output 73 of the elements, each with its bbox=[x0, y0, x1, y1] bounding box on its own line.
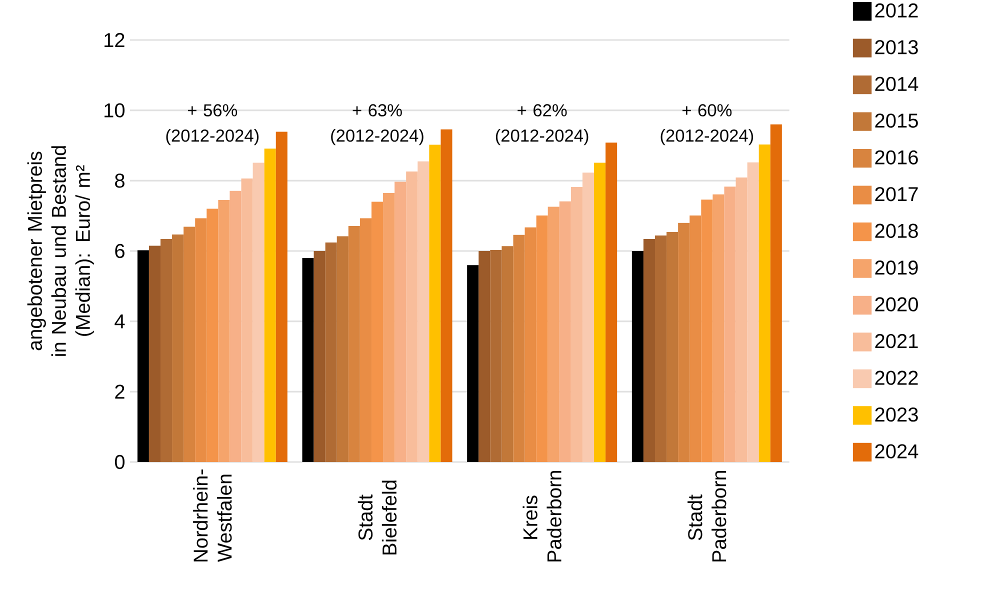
legend-label: 2020 bbox=[875, 297, 918, 312]
legend-label: 2018 bbox=[875, 224, 918, 238]
bar bbox=[490, 250, 502, 462]
x-tick-label: Nordrhein-Westfalen bbox=[193, 470, 232, 562]
x-tick-label: Stadt Paderborn bbox=[688, 470, 726, 562]
bar bbox=[654, 236, 667, 462]
bar bbox=[394, 182, 406, 462]
legend-label: 2024 bbox=[875, 444, 918, 458]
bar bbox=[241, 178, 253, 462]
y-tick-label: 0 bbox=[114, 454, 125, 470]
bar bbox=[594, 162, 606, 462]
bar bbox=[467, 265, 479, 462]
bar bbox=[302, 258, 314, 462]
y-tick-label: 2 bbox=[115, 384, 124, 399]
legend-label: 2012 bbox=[875, 3, 918, 18]
bar bbox=[172, 234, 184, 462]
bar bbox=[348, 226, 360, 462]
bar bbox=[440, 129, 452, 462]
bar bbox=[325, 242, 337, 462]
bar bbox=[770, 124, 782, 462]
y-tick-label: 8 bbox=[115, 174, 124, 188]
bar bbox=[218, 200, 230, 462]
bar bbox=[606, 142, 618, 462]
bar bbox=[758, 144, 770, 462]
bar bbox=[184, 226, 196, 462]
bar bbox=[548, 206, 560, 462]
bar bbox=[252, 162, 264, 462]
y-axis-title: angebotener Mietpreis in Neubau und Bestand (Median): Euro/ m² bbox=[27, 146, 94, 356]
bar bbox=[478, 250, 490, 462]
bar bbox=[137, 250, 149, 462]
bar bbox=[383, 192, 395, 462]
legend-label: 2017 bbox=[875, 187, 918, 202]
bar bbox=[712, 194, 724, 462]
x-tick-label: Stadt Bielefeld bbox=[358, 480, 397, 554]
legend-label: 2021 bbox=[875, 334, 918, 348]
bar bbox=[314, 250, 326, 462]
bar bbox=[418, 161, 430, 462]
y-tick-label: 10 bbox=[104, 103, 125, 118]
bar bbox=[736, 177, 748, 462]
bar bbox=[230, 190, 242, 462]
legend-label: 2013 bbox=[875, 40, 918, 54]
annotation: + 62% (2012-2024) bbox=[496, 104, 588, 146]
legend-label: 2015 bbox=[875, 114, 918, 128]
bar bbox=[406, 172, 418, 462]
bar bbox=[559, 201, 571, 462]
bar bbox=[747, 162, 759, 462]
bar bbox=[570, 186, 582, 462]
legend-label: 2014 bbox=[875, 76, 918, 92]
bar bbox=[336, 236, 348, 462]
bar bbox=[264, 148, 276, 462]
bar bbox=[632, 250, 644, 462]
bar bbox=[582, 172, 594, 462]
bar bbox=[502, 246, 514, 462]
legend-label: 2019 bbox=[875, 260, 918, 275]
bar bbox=[513, 234, 525, 462]
bar bbox=[678, 222, 690, 462]
bar bbox=[643, 239, 655, 462]
bar bbox=[666, 232, 678, 462]
bar bbox=[160, 239, 172, 462]
y-tick-label: 12 bbox=[104, 33, 124, 47]
bar bbox=[276, 132, 288, 462]
bar bbox=[724, 186, 736, 462]
annotation: + 60% (2012-2024) bbox=[660, 104, 754, 146]
legend-label: 2016 bbox=[875, 150, 918, 164]
y-tick-label: 6 bbox=[115, 244, 124, 258]
bar bbox=[429, 144, 441, 462]
y-tick-label: 4 bbox=[114, 314, 125, 328]
annotation: + 63% (2012-2024) bbox=[331, 104, 424, 146]
x-tick-label: Kreis Paderborn bbox=[522, 470, 562, 562]
legend-label: 2023 bbox=[875, 407, 918, 422]
annotation: + 56% (2012-2024) bbox=[166, 104, 259, 146]
legend-label: 2022 bbox=[875, 370, 918, 385]
bar bbox=[148, 246, 160, 462]
